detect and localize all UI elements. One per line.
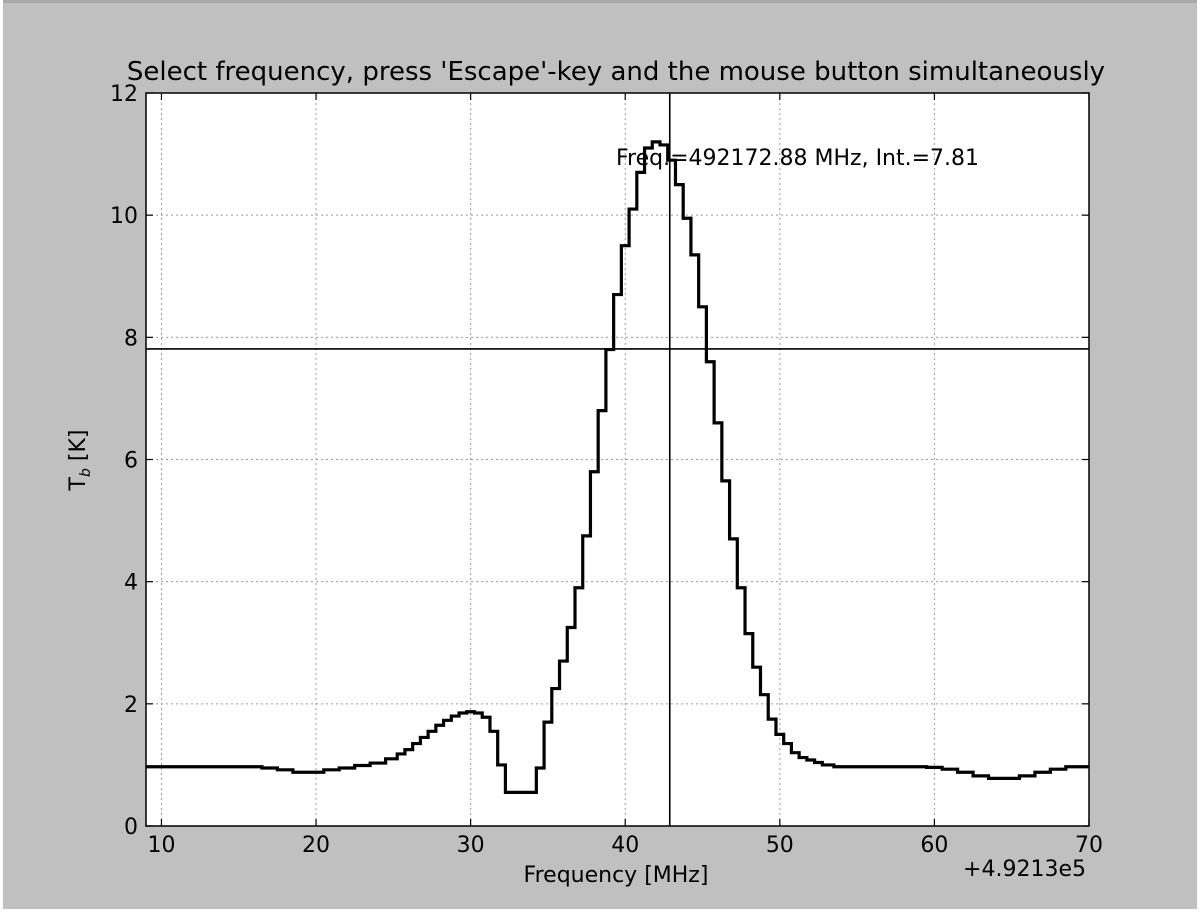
x-offset-label: +4.9213e5: [963, 857, 1086, 882]
y-tick-label: 2: [124, 693, 138, 718]
series-layer: [146, 140, 1089, 795]
y-tick-label: 0: [124, 815, 138, 840]
y-tick-label: 6: [124, 449, 138, 474]
window-right-border: [1197, 0, 1200, 912]
x-tick-label: 50: [766, 833, 794, 858]
y-tick-label: 8: [124, 326, 138, 351]
svg-text:Tb [K]: Tb [K]: [66, 430, 94, 492]
x-tick-label: 40: [611, 833, 639, 858]
spectrum-line: [146, 140, 1089, 795]
chart-title: Select frequency, press 'Escape'-key and…: [127, 57, 1105, 87]
y-label-main: T: [66, 476, 91, 491]
y-tick-label: 10: [110, 204, 138, 229]
x-tick-label: 10: [147, 833, 175, 858]
window-top-border: [0, 0, 1200, 3]
window-left-border: [0, 0, 3, 912]
x-tick-label: 70: [1075, 833, 1103, 858]
y-label-unit: [K]: [66, 430, 91, 469]
y-tick-label: 12: [110, 82, 138, 107]
cursor-layer: [146, 93, 1089, 826]
y-label-subscript: b: [78, 468, 94, 477]
y-tick-label: 4: [124, 571, 138, 596]
x-axis-label: Frequency [MHz]: [524, 863, 709, 888]
x-tick-label: 30: [457, 833, 485, 858]
x-tick-label: 20: [302, 833, 330, 858]
y-axis-label: Tb [K]: [66, 430, 94, 492]
cursor-annotation: Freq.=492172.88 MHz, Int.=7.81: [616, 146, 979, 171]
x-tick-label: 60: [920, 833, 948, 858]
ticks: 10 20 30 40 50 60 70 0 2 4 6 8 10 12: [110, 82, 1103, 858]
window-bottom-border: [0, 909, 1200, 912]
